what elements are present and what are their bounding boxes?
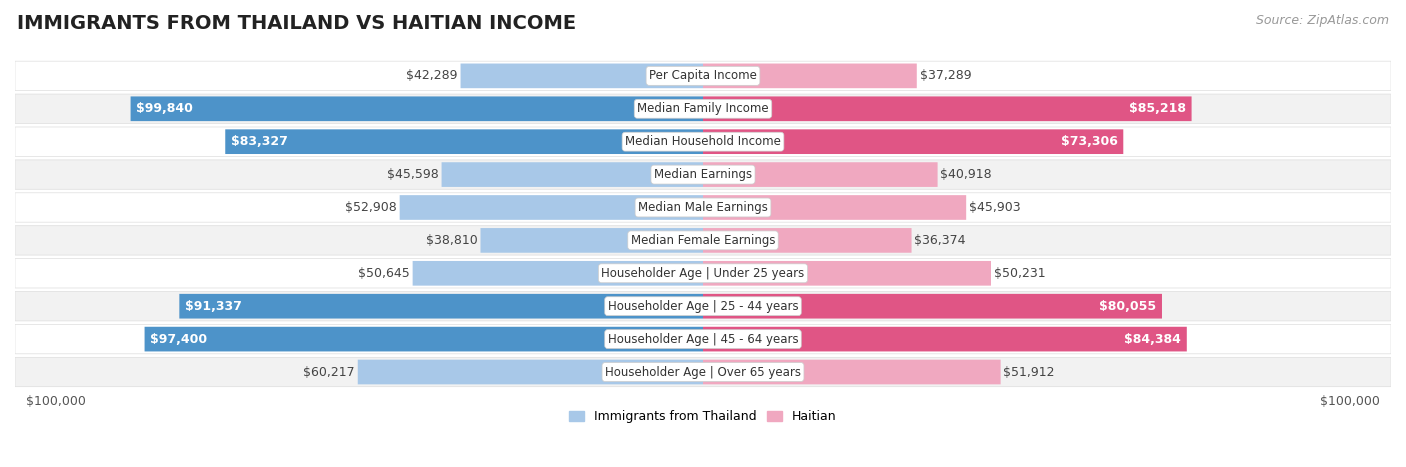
FancyBboxPatch shape [481,228,703,253]
Text: $73,306: $73,306 [1060,135,1118,148]
FancyBboxPatch shape [703,261,991,286]
FancyBboxPatch shape [703,96,1191,121]
FancyBboxPatch shape [145,327,703,352]
FancyBboxPatch shape [15,160,1391,189]
FancyBboxPatch shape [357,360,703,384]
FancyBboxPatch shape [703,195,966,220]
FancyBboxPatch shape [703,294,1161,318]
Text: $42,289: $42,289 [406,70,458,82]
FancyBboxPatch shape [225,129,703,154]
Text: $36,374: $36,374 [914,234,966,247]
FancyBboxPatch shape [15,94,1391,123]
FancyBboxPatch shape [131,96,703,121]
FancyBboxPatch shape [412,261,703,286]
FancyBboxPatch shape [15,357,1391,387]
Text: $50,645: $50,645 [359,267,409,280]
Text: Median Earnings: Median Earnings [654,168,752,181]
FancyBboxPatch shape [399,195,703,220]
Text: Per Capita Income: Per Capita Income [650,70,756,82]
FancyBboxPatch shape [180,294,703,318]
FancyBboxPatch shape [15,259,1391,288]
Text: $100,000: $100,000 [27,395,86,408]
FancyBboxPatch shape [15,291,1391,321]
Text: $91,337: $91,337 [186,300,242,313]
Text: $45,903: $45,903 [969,201,1021,214]
Text: $40,918: $40,918 [941,168,993,181]
Text: $80,055: $80,055 [1099,300,1156,313]
FancyBboxPatch shape [703,162,938,187]
FancyBboxPatch shape [441,162,703,187]
Text: $100,000: $100,000 [1320,395,1379,408]
Text: $45,598: $45,598 [387,168,439,181]
FancyBboxPatch shape [15,193,1391,222]
Text: $52,908: $52,908 [344,201,396,214]
Text: $97,400: $97,400 [150,333,208,346]
Text: Median Female Earnings: Median Female Earnings [631,234,775,247]
Text: Median Household Income: Median Household Income [626,135,780,148]
Text: Householder Age | 45 - 64 years: Householder Age | 45 - 64 years [607,333,799,346]
FancyBboxPatch shape [703,64,917,88]
Text: $60,217: $60,217 [304,366,354,379]
FancyBboxPatch shape [15,226,1391,255]
Text: Source: ZipAtlas.com: Source: ZipAtlas.com [1256,14,1389,27]
Text: $85,218: $85,218 [1129,102,1185,115]
FancyBboxPatch shape [15,325,1391,354]
Text: $83,327: $83,327 [231,135,288,148]
Text: Median Male Earnings: Median Male Earnings [638,201,768,214]
Text: $84,384: $84,384 [1125,333,1181,346]
Text: $51,912: $51,912 [1004,366,1054,379]
Text: IMMIGRANTS FROM THAILAND VS HAITIAN INCOME: IMMIGRANTS FROM THAILAND VS HAITIAN INCO… [17,14,576,33]
FancyBboxPatch shape [703,360,1001,384]
Text: $37,289: $37,289 [920,70,972,82]
Text: Householder Age | Under 25 years: Householder Age | Under 25 years [602,267,804,280]
FancyBboxPatch shape [703,129,1123,154]
Text: $99,840: $99,840 [136,102,193,115]
Text: $50,231: $50,231 [994,267,1046,280]
FancyBboxPatch shape [15,127,1391,156]
Text: Householder Age | Over 65 years: Householder Age | Over 65 years [605,366,801,379]
Text: Median Family Income: Median Family Income [637,102,769,115]
FancyBboxPatch shape [461,64,703,88]
Text: Householder Age | 25 - 44 years: Householder Age | 25 - 44 years [607,300,799,313]
FancyBboxPatch shape [15,61,1391,91]
Text: $38,810: $38,810 [426,234,478,247]
FancyBboxPatch shape [703,327,1187,352]
Legend: Immigrants from Thailand, Haitian: Immigrants from Thailand, Haitian [564,405,842,428]
FancyBboxPatch shape [703,228,911,253]
